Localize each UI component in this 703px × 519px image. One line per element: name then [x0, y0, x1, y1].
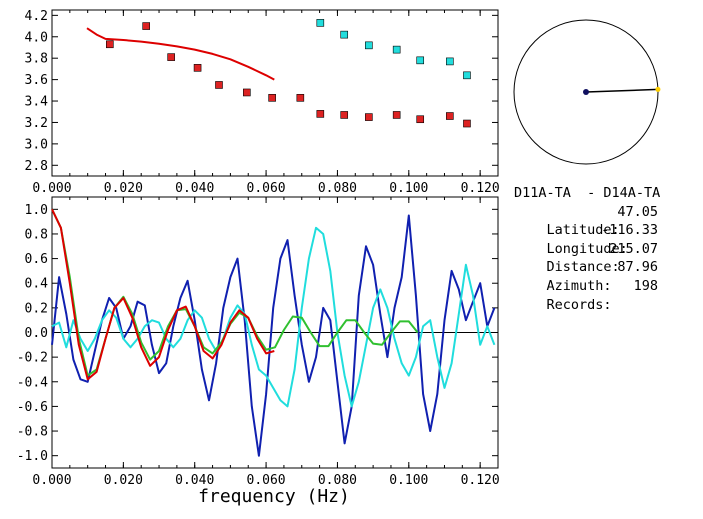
info-label: Azimuth:: [546, 277, 612, 294]
y-tick-label: 0.0: [25, 326, 48, 341]
data-point: [392, 111, 401, 119]
data-point: [316, 110, 325, 118]
station-a-marker: [583, 89, 589, 95]
y-tick-label: 0.6: [25, 252, 48, 267]
info-row-distance: Distance: 215.07: [514, 240, 700, 276]
info-label: Records:: [546, 296, 612, 313]
y-tick-label: 0.2: [25, 301, 48, 316]
x-tick-label: 0.020: [104, 473, 143, 488]
data-point: [193, 64, 202, 72]
info-row-latitude: Latitude: 47.05: [514, 203, 700, 239]
info-value: -116.33: [601, 222, 658, 239]
y-tick-label: 3.6: [25, 73, 48, 88]
info-value: 87.96: [617, 259, 658, 276]
data-point: [463, 119, 471, 128]
correlation-chart: 0.000 0.020 0.040 0.060 0.080 0.100 0.120 1.0 0.…: [17, 196, 500, 488]
x-tick-label: 0.120: [461, 473, 500, 488]
y-tick-label: -0.2: [17, 351, 48, 366]
y-tick-label: 3.2: [25, 116, 48, 131]
info-label: Longitude:: [546, 240, 628, 257]
station-b-marker: [655, 86, 661, 92]
info-row-azimuth: Azimuth: 87.96: [514, 258, 700, 294]
series-line: [51, 208, 275, 381]
data-point: [296, 94, 305, 102]
y-tick-label: 4.0: [25, 30, 48, 45]
y-tick-label: -0.8: [17, 425, 48, 440]
data-point: [106, 40, 114, 49]
x-tick-label: 0.000: [32, 473, 71, 488]
info-value: 47.05: [617, 203, 658, 220]
info-value: 198: [633, 277, 658, 294]
data-point: [365, 113, 373, 121]
x-tick-label: 0.020: [104, 181, 143, 196]
y-tick-label: 1.0: [25, 203, 48, 218]
x-tick-label: 0.080: [318, 473, 357, 488]
y-tick-label: -0.6: [17, 400, 48, 415]
azimuth-line: [585, 88, 658, 93]
x-tick-label: 0.100: [389, 181, 428, 196]
y-tick-label: 3.0: [25, 137, 48, 152]
data-point: [316, 19, 325, 27]
info-label: Latitude:: [546, 222, 620, 239]
x-tick-label: 0.000: [32, 181, 71, 196]
data-point: [340, 30, 349, 39]
y-tick-label: 4.2: [25, 9, 48, 24]
y-tick-label: -0.4: [17, 375, 48, 390]
series-line: [51, 214, 496, 457]
info-row-longitude: Longitude: -116.33: [514, 221, 700, 257]
data-point: [416, 56, 425, 65]
station-pair-title: D11A-TA - D14A-TA: [514, 185, 661, 201]
data-point: [416, 115, 425, 124]
data-point: [446, 57, 454, 66]
series-line: [86, 27, 275, 81]
plot-frame: [51, 9, 499, 177]
x-tick-label: 0.040: [175, 181, 214, 196]
azimuth-circle: [513, 19, 661, 165]
series-line: [51, 226, 496, 408]
x-tick-label: 0.080: [318, 181, 357, 196]
y-tick-label: 2.8: [25, 159, 48, 174]
x-tick-label: 0.120: [461, 181, 500, 196]
y-tick-label: -1.0: [17, 449, 48, 464]
info-value: 215.07: [609, 240, 658, 257]
info-label: Distance:: [546, 259, 620, 276]
data-point: [446, 112, 454, 120]
data-point: [167, 53, 175, 61]
data-point: [463, 71, 471, 80]
station-info-panel: D11A-TA - D14A-TA Latitude: 47.05 Longit…: [514, 184, 700, 313]
data-point: [340, 111, 349, 119]
y-tick-label: 3.8: [25, 52, 48, 67]
y-tick-label: 0.8: [25, 227, 48, 242]
data-point: [268, 94, 276, 102]
x-tick-label: 0.060: [247, 473, 286, 488]
data-point: [142, 22, 150, 30]
data-point: [392, 45, 401, 54]
data-point: [243, 88, 251, 97]
dispersion-chart: 0.000 0.020 0.040 0.060 0.080 0.100 0.120 4.2 4.…: [25, 9, 500, 196]
x-tick-label: 0.100: [389, 473, 428, 488]
x-tick-label: 0.040: [175, 473, 214, 488]
data-point: [365, 41, 373, 50]
x-tick-label: 0.060: [247, 181, 286, 196]
y-tick-label: 0.4: [25, 277, 49, 292]
data-point: [215, 81, 223, 89]
info-row-records: Records: 198: [514, 277, 700, 313]
x-axis-label: frequency (Hz): [198, 486, 350, 507]
y-tick-label: 3.4: [25, 95, 49, 110]
series-line: [51, 208, 419, 377]
